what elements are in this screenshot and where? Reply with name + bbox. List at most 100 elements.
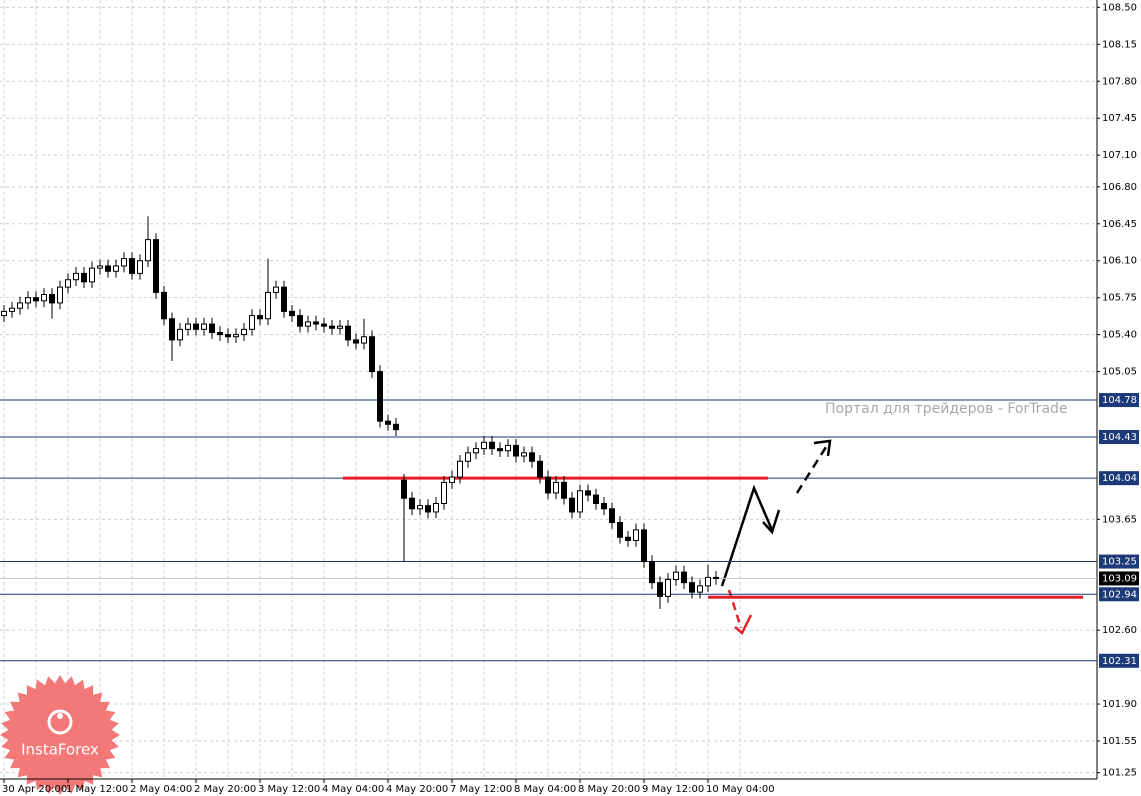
candle-body — [33, 297, 39, 302]
candle-body — [433, 503, 439, 513]
candle-body — [265, 291, 271, 320]
candle-body — [601, 503, 607, 510]
x-tick-label: 8 May 20:00 — [578, 784, 640, 795]
forecast-arrows — [720, 439, 832, 635]
candle-body — [409, 497, 415, 510]
candle-body — [441, 481, 447, 504]
candle-body — [689, 582, 695, 593]
candle-body — [41, 294, 47, 302]
candle-body — [665, 579, 671, 597]
candle-body — [161, 291, 167, 320]
y-tick-label: 103.65 — [1102, 514, 1137, 525]
candle-body — [641, 529, 647, 563]
x-tick-label: 8 May 04:00 — [514, 784, 576, 795]
candle-body — [209, 323, 215, 333]
candle-body — [497, 448, 503, 452]
candle-body — [81, 272, 87, 283]
candle-body — [617, 522, 623, 538]
candle-body — [329, 325, 335, 329]
x-tick-label: 2 May 20:00 — [194, 784, 256, 795]
level-label-box — [1099, 587, 1139, 602]
level-label-box — [1099, 393, 1139, 408]
candle-body — [129, 258, 135, 274]
arrow-head — [762, 509, 781, 535]
candle-body — [561, 481, 567, 499]
y-tick-label: 102.60 — [1102, 625, 1137, 636]
logo: InstaForex — [0, 675, 120, 795]
candle-body — [681, 571, 687, 584]
y-tick-label: 101.55 — [1102, 736, 1137, 747]
candle-body — [489, 441, 495, 450]
candle-body — [17, 302, 23, 309]
candle-body — [281, 286, 287, 312]
arrow-head — [734, 614, 753, 635]
candle-body — [73, 272, 79, 281]
x-tick-label: 2 May 04:00 — [130, 784, 192, 795]
candle-body — [457, 460, 463, 478]
candle-body — [577, 490, 583, 513]
candle-body — [217, 332, 223, 336]
candle-body — [97, 265, 103, 269]
candle-body — [169, 318, 175, 341]
candle-body — [593, 494, 599, 504]
level-label: 104.78 — [1102, 395, 1137, 406]
level-label-box — [1099, 430, 1139, 444]
candle-body — [713, 576, 719, 579]
candle-body — [673, 571, 679, 580]
y-tick-label: 105.05 — [1102, 367, 1137, 378]
candle-body — [393, 423, 399, 431]
candle-body — [345, 325, 351, 341]
watermark: Портал для трейдеров - ForTrade — [825, 401, 1068, 417]
candle-body — [25, 297, 31, 304]
candle-body — [313, 321, 319, 325]
candle-body — [121, 258, 127, 267]
candle-body — [633, 529, 639, 541]
candle-body — [465, 452, 471, 462]
candle-body — [201, 323, 207, 330]
candle-body — [257, 315, 263, 320]
x-tick-label: 10 May 04:00 — [706, 784, 775, 795]
candle-body — [513, 444, 519, 457]
x-tick-label: 7 May 12:00 — [450, 784, 512, 795]
y-tick-label: 106.10 — [1102, 256, 1137, 267]
candle-body — [241, 328, 247, 336]
level-label: 103.25 — [1102, 557, 1137, 568]
arrow — [720, 484, 774, 587]
y-tick-label: 105.40 — [1102, 330, 1137, 341]
candle-body — [249, 315, 255, 330]
candle-body — [417, 505, 423, 510]
candle-body — [537, 460, 543, 478]
candle-body — [193, 323, 199, 330]
candle-body — [273, 286, 279, 293]
candle-body — [337, 325, 343, 329]
candle-body — [481, 441, 487, 450]
arrow-head — [813, 439, 832, 457]
candle-body — [385, 420, 391, 425]
level-label-box — [1099, 653, 1139, 668]
candle-body — [9, 307, 15, 312]
candle-body — [105, 265, 111, 272]
level-label: 102.31 — [1102, 656, 1137, 667]
x-tick-label: 1 May 12:00 — [66, 784, 128, 795]
y-tick-label: 101.90 — [1102, 699, 1137, 710]
y-tick-label: 106.80 — [1102, 182, 1137, 193]
candle-body — [225, 334, 231, 338]
candle-body — [185, 323, 191, 330]
candle-body — [505, 444, 511, 452]
level-label: 102.94 — [1102, 589, 1137, 600]
x-tick-label: 3 May 12:00 — [258, 784, 320, 795]
logo-badge — [0, 675, 120, 795]
y-tick-label: 107.45 — [1102, 113, 1137, 124]
candle-body — [233, 334, 239, 338]
candle-body — [305, 321, 311, 327]
candle-body — [401, 479, 407, 499]
candle-body — [321, 323, 327, 327]
candle-body — [425, 505, 431, 513]
candle-body — [137, 260, 143, 274]
candle-body — [529, 452, 535, 462]
candle-body — [1, 310, 7, 317]
candle-body — [113, 265, 119, 272]
candle-body — [609, 508, 615, 523]
candle-body — [297, 315, 303, 327]
